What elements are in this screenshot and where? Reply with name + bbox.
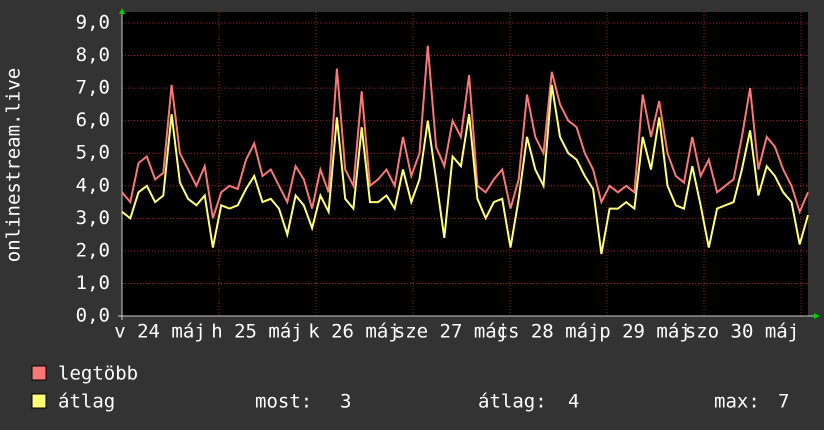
- x-tick-label: szo 30 máj: [685, 321, 799, 343]
- x-tick-label: cs 28 máj: [497, 321, 600, 343]
- stat-label: most:: [255, 391, 312, 413]
- series-line: [121, 84, 809, 255]
- x-tick-label: v 24 máj: [114, 321, 206, 343]
- y-tick-label: 1,0: [76, 272, 110, 294]
- x-tick-label: k 26 máj: [308, 321, 400, 343]
- y-tick-label: 0,0: [76, 305, 110, 327]
- y-arrow: [119, 8, 125, 14]
- legend-swatch: [31, 365, 47, 381]
- stat-label: átlag:: [478, 391, 547, 413]
- plot-area: [122, 12, 808, 316]
- x-tick-label: p 29 máj: [599, 321, 691, 343]
- stat-value: 7: [778, 391, 789, 413]
- stat-value: 3: [340, 391, 351, 413]
- stat-value: 4: [568, 391, 579, 413]
- y-tick-label: 4,0: [76, 174, 110, 196]
- y-axis-label: onlinestream.live: [3, 68, 25, 262]
- x-arrow: [814, 313, 820, 319]
- series-line: [121, 45, 809, 219]
- y-tick-label: 8,0: [76, 44, 110, 66]
- y-tick-label: 7,0: [76, 77, 110, 99]
- legend-swatch: [31, 393, 47, 409]
- y-tick-label: 2,0: [76, 239, 110, 261]
- x-tick-label: sze 27 máj: [394, 321, 508, 343]
- y-tick-label: 6,0: [76, 109, 110, 131]
- y-tick-label: 9,0: [76, 12, 110, 34]
- y-tick-label: 5,0: [76, 142, 110, 164]
- y-tick-label: 3,0: [76, 207, 110, 229]
- x-tick-label: h 25 máj: [211, 321, 303, 343]
- legend-label: átlag: [58, 391, 115, 413]
- legend-label: legtöbb: [58, 363, 138, 385]
- stat-label: max:: [714, 391, 760, 413]
